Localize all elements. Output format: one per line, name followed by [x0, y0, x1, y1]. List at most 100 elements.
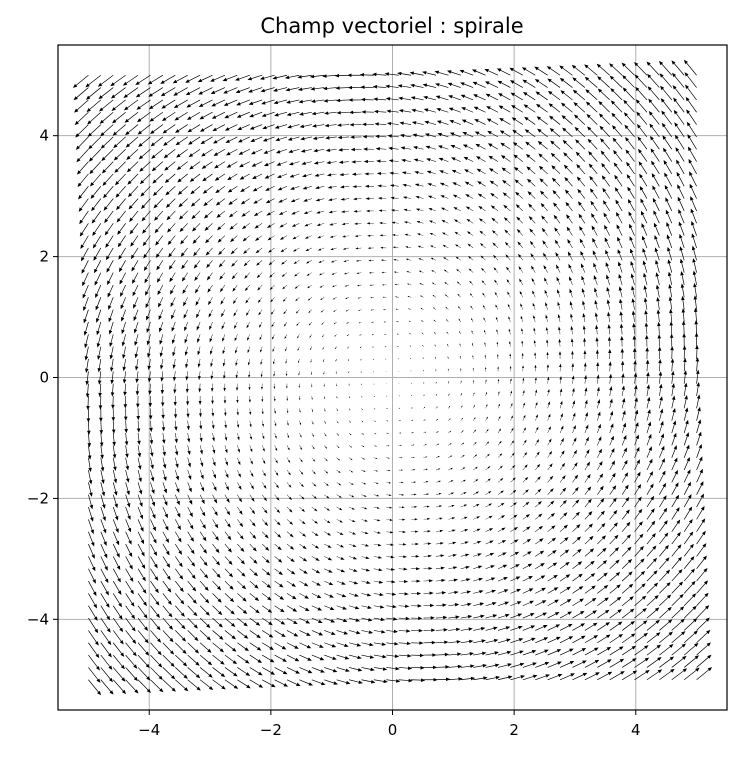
vector-arrow [294, 284, 300, 289]
vector-arrow [422, 83, 437, 88]
vector-arrow [622, 75, 635, 88]
vector-arrow [559, 437, 564, 446]
vector-arrow [311, 556, 320, 561]
vector-arrow [401, 158, 412, 163]
vector-arrow [510, 390, 513, 397]
vector-arrow [311, 568, 321, 574]
vector-arrow [125, 543, 133, 558]
vector-arrow [417, 245, 424, 249]
vector-arrow [423, 665, 438, 670]
vector-arrow [311, 494, 317, 499]
vector-arrow [336, 543, 345, 548]
vector-arrow [333, 309, 337, 312]
vector-arrow [580, 250, 586, 261]
vector-arrow [635, 99, 648, 113]
vector-arrow [571, 362, 575, 372]
vector-arrow [198, 408, 202, 418]
vector-arrow [546, 66, 561, 76]
vector-arrow [336, 395, 338, 399]
vector-arrow [244, 284, 250, 292]
vector-arrow [448, 529, 456, 532]
vector-arrow [373, 679, 388, 684]
vector-arrow [508, 316, 511, 323]
vector-arrow [597, 535, 606, 545]
vector-arrow [460, 615, 473, 619]
vector-arrow [513, 154, 523, 162]
vector-arrow [646, 520, 656, 532]
vector-arrow [512, 142, 523, 150]
vector-arrow [667, 259, 673, 273]
vector-arrow [187, 445, 191, 456]
vector-arrow [659, 619, 673, 631]
vector-arrow [572, 462, 578, 471]
vector-arrow [286, 667, 301, 674]
vector-arrow [559, 524, 569, 532]
vector-arrow [671, 655, 687, 668]
vector-arrow [262, 617, 273, 626]
vector-arrow [150, 445, 154, 457]
vector-arrow [584, 659, 600, 668]
vector-arrow [581, 288, 586, 298]
vector-arrow [584, 535, 594, 545]
vector-arrow [671, 494, 680, 508]
vector-arrow [547, 450, 553, 458]
vector-arrow [532, 290, 536, 298]
vector-arrow [386, 518, 393, 521]
vector-arrow [190, 186, 201, 195]
vector-arrow [497, 515, 506, 520]
vector-arrow [142, 235, 151, 247]
vector-arrow [584, 498, 592, 508]
vector-arrow [75, 124, 89, 138]
vector-arrow [311, 531, 319, 537]
vector-arrow [650, 148, 660, 162]
vector-arrow [298, 358, 300, 364]
vector-arrow [323, 371, 325, 375]
vector-arrow [132, 272, 139, 284]
vector-arrow [112, 580, 122, 595]
vector-arrow [351, 160, 362, 164]
vector-arrow [393, 271, 399, 273]
vector-arrow [594, 287, 598, 298]
vector-arrow [199, 605, 210, 616]
vector-arrow [134, 334, 139, 346]
vector-arrow [343, 272, 350, 275]
vector-arrow [609, 609, 622, 619]
vector-arrow [160, 74, 176, 84]
vector-arrow [491, 217, 499, 224]
vector-arrow [300, 136, 312, 141]
vector-arrow [398, 370, 400, 372]
vector-arrow [187, 617, 198, 629]
vector-arrow [277, 186, 288, 191]
vector-arrow [186, 396, 190, 406]
vector-arrow [199, 556, 208, 567]
vector-arrow [213, 148, 226, 156]
vector-arrow [522, 600, 535, 607]
vector-arrow [621, 447, 627, 458]
vector-arrow [232, 284, 238, 292]
vector-arrow [306, 272, 312, 276]
vector-arrow [199, 432, 203, 443]
vector-arrow [348, 445, 353, 448]
vector-arrow [518, 266, 523, 273]
vector-arrow [85, 358, 89, 373]
vector-arrow [373, 506, 380, 509]
vector-arrow [150, 482, 155, 495]
vector-arrow [423, 481, 429, 483]
vector-arrow [171, 309, 176, 320]
vector-arrow [621, 571, 633, 582]
vector-arrow [199, 494, 205, 505]
vector-arrow [347, 358, 350, 361]
vector-arrow [237, 630, 249, 639]
vector-arrow [400, 133, 412, 138]
vector-arrow [385, 371, 387, 372]
vector-arrow [560, 90, 573, 101]
vector-arrow [162, 469, 167, 482]
vector-arrow [212, 482, 217, 492]
vector-arrow [485, 552, 495, 557]
vector-arrow [603, 212, 610, 224]
vector-arrow [448, 615, 460, 619]
vector-arrow [671, 432, 677, 446]
vector-arrow [361, 679, 376, 684]
vector-arrow [215, 186, 226, 194]
vector-arrow [290, 186, 300, 190]
